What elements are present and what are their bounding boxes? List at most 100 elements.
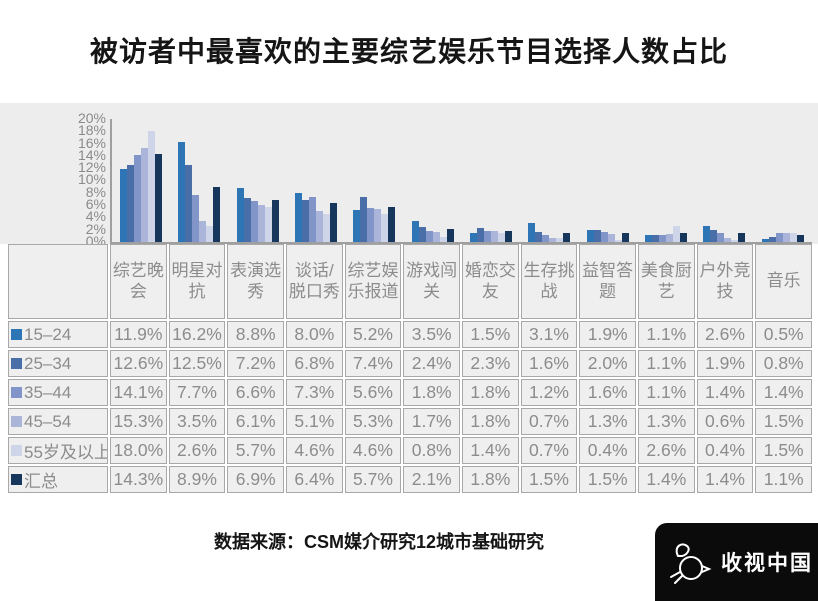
bar <box>432 231 440 242</box>
bar <box>178 142 186 242</box>
bar <box>680 233 688 242</box>
bar <box>549 237 557 242</box>
bar <box>120 168 128 242</box>
bar <box>505 230 513 242</box>
table-cell: 15.3% <box>110 408 167 435</box>
bar <box>353 210 361 242</box>
bar <box>659 235 667 242</box>
data-table: 综艺晚会 明星对抗 表演选秀 谈话/脱口秀 综艺娱乐报道 游戏闯关 婚恋交友 生存挑战 益智答题… <box>8 244 812 493</box>
table-cell: 1.1% <box>755 466 812 493</box>
bar <box>724 238 732 242</box>
row-header-label: 15–24 <box>24 324 72 344</box>
bar <box>731 239 739 242</box>
bar <box>309 197 317 242</box>
table-cell: 0.8% <box>755 350 812 377</box>
table-cell: 7.3% <box>286 379 343 406</box>
table-cell: 2.4% <box>403 350 460 377</box>
table-cell: 8.0% <box>286 321 343 348</box>
table-cell: 0.7% <box>520 408 578 435</box>
table-cell: 1.4% <box>755 379 812 406</box>
table-cell: 2.0% <box>579 350 636 377</box>
bar <box>374 209 382 242</box>
bar <box>411 220 419 242</box>
row-header: 45–54 <box>8 408 108 435</box>
table-cell: 1.4% <box>462 437 519 464</box>
row-header: 15–24 <box>8 321 108 348</box>
table-cell: 5.6% <box>344 379 402 406</box>
bar-group <box>754 119 812 242</box>
table-cell: 11.9% <box>110 321 167 348</box>
table-cell: 1.7% <box>403 408 460 435</box>
table-cell: 1.5% <box>755 437 812 464</box>
bar-group <box>520 119 578 242</box>
row-header-label: 25–34 <box>24 353 72 373</box>
bar <box>236 187 244 242</box>
legend-swatch-icon <box>11 416 22 427</box>
table-cell: 1.2% <box>520 379 578 406</box>
bar <box>206 226 214 242</box>
table-cell: 1.4% <box>696 379 754 406</box>
column-header: 综艺晚会 <box>110 244 167 319</box>
bar <box>703 226 711 242</box>
legend-swatch-icon <box>11 387 22 398</box>
bar <box>199 220 207 242</box>
bar <box>645 235 653 242</box>
bar <box>738 233 746 242</box>
bar-group <box>695 119 753 242</box>
table-cell: 14.3% <box>110 466 167 493</box>
bar-group <box>637 119 695 242</box>
bar-group <box>462 119 520 242</box>
bar <box>127 164 135 242</box>
table-cell: 1.8% <box>462 408 519 435</box>
table-cell: 2.3% <box>462 350 519 377</box>
y-axis-tick-label: 2% <box>85 220 106 237</box>
table-cell: 5.7% <box>344 466 402 493</box>
bar <box>141 147 149 242</box>
table-cell: 16.2% <box>168 321 226 348</box>
table-cell: 1.8% <box>462 466 519 493</box>
table-cell: 1.1% <box>638 321 695 348</box>
bar <box>264 206 272 242</box>
plot-area <box>112 119 812 242</box>
table-cell: 0.6% <box>696 408 754 435</box>
table-cell: 1.5% <box>579 466 636 493</box>
bar <box>600 232 608 242</box>
table-cell: 2.6% <box>638 437 695 464</box>
bar <box>782 232 790 242</box>
y-axis-tick-label: 10% <box>77 171 106 188</box>
column-header: 谈话/脱口秀 <box>286 244 343 319</box>
bar-group <box>112 119 170 242</box>
bar <box>652 235 660 242</box>
column-header: 表演选秀 <box>227 244 284 319</box>
table-cell: 5.2% <box>344 321 402 348</box>
bar <box>446 229 454 242</box>
table-cell: 1.3% <box>579 408 636 435</box>
bar-group <box>404 119 462 242</box>
table-cell: 4.6% <box>344 437 402 464</box>
bar-group <box>170 119 228 242</box>
column-header: 明星对抗 <box>168 244 226 319</box>
logo-badge: 收视中国 <box>655 523 818 601</box>
column-header: 益智答题 <box>579 244 636 319</box>
table-cell: 1.4% <box>638 466 695 493</box>
bar <box>673 226 681 242</box>
legend-swatch-icon <box>11 474 22 485</box>
logo-text: 收视中国 <box>721 552 813 575</box>
y-axis-tick-label: 20% <box>77 110 106 126</box>
row-header: 55岁及以上 <box>8 437 108 464</box>
table-cell: 1.5% <box>462 321 519 348</box>
bar <box>535 232 543 242</box>
table-cell: 8.8% <box>227 321 284 348</box>
bar <box>498 233 506 242</box>
table-cell: 6.6% <box>227 379 284 406</box>
bar <box>388 206 396 242</box>
page-title: 被访者中最喜欢的主要综艺娱乐节目选择人数占比 <box>89 36 728 67</box>
table-cell: 1.1% <box>638 379 695 406</box>
table-cell: 3.5% <box>168 408 226 435</box>
column-header: 游戏闯关 <box>403 244 460 319</box>
table-cell: 2.6% <box>168 437 226 464</box>
legend-swatch-icon <box>11 358 22 369</box>
table-cell: 1.6% <box>579 379 636 406</box>
bar <box>418 227 426 242</box>
